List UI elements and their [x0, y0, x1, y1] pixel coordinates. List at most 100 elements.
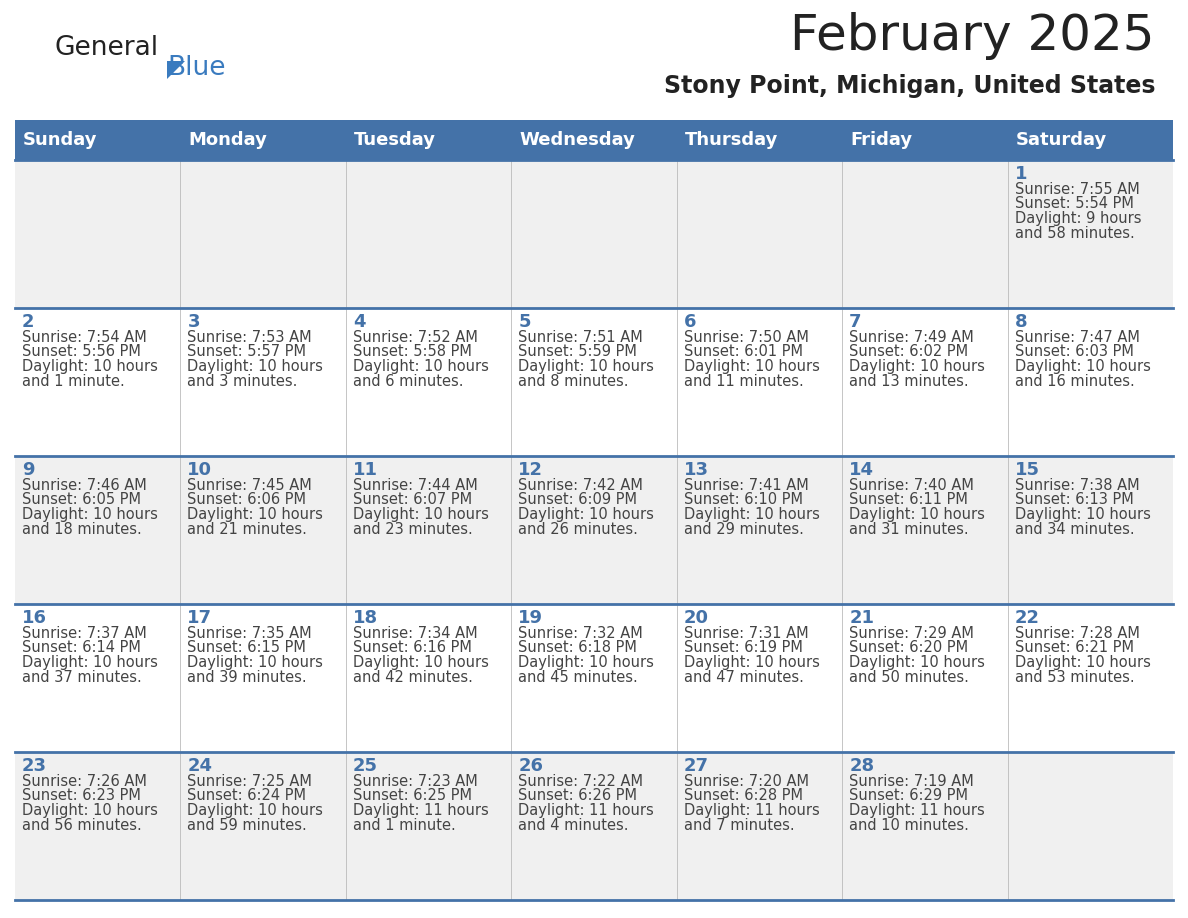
Text: Daylight: 10 hours: Daylight: 10 hours	[684, 507, 820, 522]
Text: and 31 minutes.: and 31 minutes.	[849, 521, 968, 536]
Text: Daylight: 11 hours: Daylight: 11 hours	[684, 803, 820, 818]
Text: Sunrise: 7:22 AM: Sunrise: 7:22 AM	[518, 774, 643, 789]
Text: 9: 9	[23, 461, 34, 479]
Text: Daylight: 10 hours: Daylight: 10 hours	[849, 359, 985, 374]
Text: Sunset: 6:06 PM: Sunset: 6:06 PM	[188, 492, 307, 508]
Text: Daylight: 10 hours: Daylight: 10 hours	[1015, 359, 1150, 374]
Text: and 1 minute.: and 1 minute.	[23, 374, 125, 388]
Text: Daylight: 9 hours: Daylight: 9 hours	[1015, 211, 1140, 226]
Text: Sunrise: 7:28 AM: Sunrise: 7:28 AM	[1015, 626, 1139, 641]
Text: Sunset: 6:10 PM: Sunset: 6:10 PM	[684, 492, 803, 508]
Text: Sunset: 6:15 PM: Sunset: 6:15 PM	[188, 641, 307, 655]
Text: Sunset: 6:28 PM: Sunset: 6:28 PM	[684, 789, 803, 803]
Text: Daylight: 10 hours: Daylight: 10 hours	[849, 507, 985, 522]
Text: Sunset: 5:54 PM: Sunset: 5:54 PM	[1015, 196, 1133, 211]
Text: 13: 13	[684, 461, 709, 479]
Text: Sunrise: 7:29 AM: Sunrise: 7:29 AM	[849, 626, 974, 641]
Text: 26: 26	[518, 757, 543, 775]
Text: Sunset: 6:19 PM: Sunset: 6:19 PM	[684, 641, 803, 655]
Text: Sunrise: 7:31 AM: Sunrise: 7:31 AM	[684, 626, 808, 641]
Text: Sunset: 6:24 PM: Sunset: 6:24 PM	[188, 789, 307, 803]
Text: and 39 minutes.: and 39 minutes.	[188, 669, 307, 685]
Text: Sunset: 6:29 PM: Sunset: 6:29 PM	[849, 789, 968, 803]
Text: 1: 1	[1015, 165, 1028, 183]
Text: General: General	[55, 35, 159, 61]
Text: Sunset: 6:20 PM: Sunset: 6:20 PM	[849, 641, 968, 655]
Text: Sunrise: 7:49 AM: Sunrise: 7:49 AM	[849, 330, 974, 345]
Text: Tuesday: Tuesday	[354, 131, 436, 149]
Text: Sunrise: 7:41 AM: Sunrise: 7:41 AM	[684, 478, 809, 493]
Text: Daylight: 10 hours: Daylight: 10 hours	[188, 655, 323, 670]
Text: Sunset: 6:14 PM: Sunset: 6:14 PM	[23, 641, 141, 655]
Text: and 13 minutes.: and 13 minutes.	[849, 374, 968, 388]
FancyBboxPatch shape	[15, 160, 1173, 308]
Text: Daylight: 10 hours: Daylight: 10 hours	[23, 507, 158, 522]
Text: and 21 minutes.: and 21 minutes.	[188, 521, 308, 536]
Text: Sunset: 6:11 PM: Sunset: 6:11 PM	[849, 492, 968, 508]
Text: 22: 22	[1015, 609, 1040, 627]
Text: 10: 10	[188, 461, 213, 479]
Polygon shape	[168, 61, 185, 79]
Text: and 26 minutes.: and 26 minutes.	[518, 521, 638, 536]
Text: Daylight: 11 hours: Daylight: 11 hours	[849, 803, 985, 818]
Text: Sunrise: 7:25 AM: Sunrise: 7:25 AM	[188, 774, 312, 789]
Text: Friday: Friday	[851, 131, 912, 149]
Text: Sunrise: 7:38 AM: Sunrise: 7:38 AM	[1015, 478, 1139, 493]
Text: and 18 minutes.: and 18 minutes.	[23, 521, 141, 536]
Text: Sunset: 6:16 PM: Sunset: 6:16 PM	[353, 641, 472, 655]
Text: Sunset: 6:18 PM: Sunset: 6:18 PM	[518, 641, 637, 655]
Text: Sunrise: 7:40 AM: Sunrise: 7:40 AM	[849, 478, 974, 493]
Text: and 42 minutes.: and 42 minutes.	[353, 669, 473, 685]
Text: and 45 minutes.: and 45 minutes.	[518, 669, 638, 685]
FancyBboxPatch shape	[15, 456, 1173, 604]
Text: Sunrise: 7:52 AM: Sunrise: 7:52 AM	[353, 330, 478, 345]
Text: 6: 6	[684, 313, 696, 331]
Text: 5: 5	[518, 313, 531, 331]
Text: Daylight: 10 hours: Daylight: 10 hours	[188, 359, 323, 374]
Text: Sunset: 6:09 PM: Sunset: 6:09 PM	[518, 492, 637, 508]
Text: and 8 minutes.: and 8 minutes.	[518, 374, 628, 388]
Text: Daylight: 10 hours: Daylight: 10 hours	[684, 655, 820, 670]
Text: and 53 minutes.: and 53 minutes.	[1015, 669, 1135, 685]
Text: Daylight: 10 hours: Daylight: 10 hours	[188, 507, 323, 522]
Text: and 1 minute.: and 1 minute.	[353, 818, 456, 833]
Text: Sunrise: 7:20 AM: Sunrise: 7:20 AM	[684, 774, 809, 789]
Text: Sunrise: 7:26 AM: Sunrise: 7:26 AM	[23, 774, 147, 789]
Text: Daylight: 10 hours: Daylight: 10 hours	[518, 359, 655, 374]
Text: Daylight: 10 hours: Daylight: 10 hours	[353, 359, 488, 374]
Text: and 16 minutes.: and 16 minutes.	[1015, 374, 1135, 388]
Text: Sunset: 6:13 PM: Sunset: 6:13 PM	[1015, 492, 1133, 508]
Text: and 6 minutes.: and 6 minutes.	[353, 374, 463, 388]
Text: Daylight: 10 hours: Daylight: 10 hours	[684, 359, 820, 374]
Text: 12: 12	[518, 461, 543, 479]
Text: and 56 minutes.: and 56 minutes.	[23, 818, 141, 833]
Text: Sunrise: 7:53 AM: Sunrise: 7:53 AM	[188, 330, 312, 345]
Text: and 23 minutes.: and 23 minutes.	[353, 521, 473, 536]
Text: 27: 27	[684, 757, 709, 775]
Text: 4: 4	[353, 313, 366, 331]
Text: Sunset: 6:02 PM: Sunset: 6:02 PM	[849, 344, 968, 360]
Text: Sunrise: 7:54 AM: Sunrise: 7:54 AM	[23, 330, 147, 345]
Text: 3: 3	[188, 313, 200, 331]
FancyBboxPatch shape	[15, 752, 1173, 900]
Text: 24: 24	[188, 757, 213, 775]
Text: Daylight: 10 hours: Daylight: 10 hours	[353, 655, 488, 670]
Text: and 4 minutes.: and 4 minutes.	[518, 818, 628, 833]
Text: Daylight: 10 hours: Daylight: 10 hours	[23, 655, 158, 670]
Text: Stony Point, Michigan, United States: Stony Point, Michigan, United States	[664, 74, 1155, 98]
Text: Sunset: 6:23 PM: Sunset: 6:23 PM	[23, 789, 141, 803]
Text: Sunset: 6:26 PM: Sunset: 6:26 PM	[518, 789, 637, 803]
Text: Sunset: 6:05 PM: Sunset: 6:05 PM	[23, 492, 141, 508]
Text: and 59 minutes.: and 59 minutes.	[188, 818, 308, 833]
Text: 2: 2	[23, 313, 34, 331]
Text: Sunday: Sunday	[23, 131, 97, 149]
Text: Saturday: Saturday	[1016, 131, 1107, 149]
Text: Sunrise: 7:44 AM: Sunrise: 7:44 AM	[353, 478, 478, 493]
FancyBboxPatch shape	[15, 120, 1173, 160]
Text: Daylight: 10 hours: Daylight: 10 hours	[353, 507, 488, 522]
Text: Sunset: 5:57 PM: Sunset: 5:57 PM	[188, 344, 307, 360]
Text: 16: 16	[23, 609, 48, 627]
Text: Daylight: 11 hours: Daylight: 11 hours	[518, 803, 655, 818]
Text: Daylight: 10 hours: Daylight: 10 hours	[23, 803, 158, 818]
Text: and 3 minutes.: and 3 minutes.	[188, 374, 298, 388]
